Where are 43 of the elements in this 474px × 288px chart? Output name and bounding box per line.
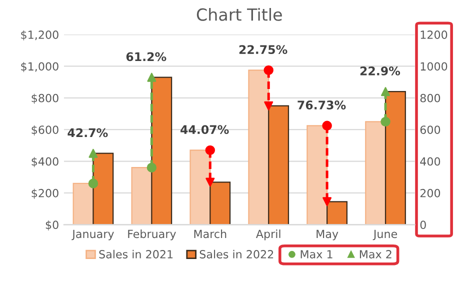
y-tick-label: $400 — [32, 157, 58, 168]
annotation: 22.75% — [239, 45, 288, 54]
legend-label: Max 1 — [300, 250, 332, 258]
y2-tick-label: 0 — [420, 220, 426, 230]
y-tick-label: $1,200 — [21, 30, 58, 40]
y2-tick-label: 400 — [420, 157, 440, 166]
y-tick-label: $1,000 — [21, 62, 58, 72]
y2-tick-label: 200 — [420, 188, 440, 198]
y-tick-label: $800 — [32, 94, 58, 104]
y2-tick-label: 1200 — [420, 30, 448, 39]
annotation: 61.2% — [126, 52, 166, 62]
bar — [326, 201, 348, 225]
y2-tick-label: 600 — [420, 126, 440, 134]
bar — [92, 152, 114, 225]
y-tick-label: $600 — [32, 125, 58, 136]
annotation: 44.07% — [180, 125, 229, 134]
x-tick-label: May — [316, 230, 338, 240]
bar — [306, 125, 328, 225]
bar — [72, 182, 94, 225]
bar — [151, 76, 172, 225]
bar — [210, 182, 231, 225]
bar — [365, 121, 386, 225]
bar — [384, 91, 406, 225]
legend-label: Sales in 2021 — [99, 250, 173, 258]
annotation: 76.73% — [298, 100, 346, 110]
legend-label: Sales in 2022 — [200, 250, 274, 258]
x-tick-label: June — [372, 230, 398, 240]
x-tick-label: January — [72, 230, 114, 240]
annotation: 42.7% — [68, 128, 108, 138]
bar — [131, 167, 152, 225]
legend-label: Max 2 — [360, 250, 392, 258]
x-tick-label: April — [256, 230, 280, 240]
bar — [248, 70, 270, 225]
y2-tick-label: 1000 — [420, 62, 448, 71]
x-tick-label: March — [194, 230, 226, 238]
chart-title: Chart Title — [196, 8, 282, 21]
annotation: 22.9% — [360, 66, 400, 76]
y-tick-label: $0 — [46, 220, 58, 230]
bar — [268, 105, 290, 225]
x-tick-label: February — [128, 230, 176, 240]
y-tick-label: $200 — [32, 188, 58, 199]
bar — [190, 150, 211, 225]
y2-tick-label: 800 — [420, 94, 440, 102]
